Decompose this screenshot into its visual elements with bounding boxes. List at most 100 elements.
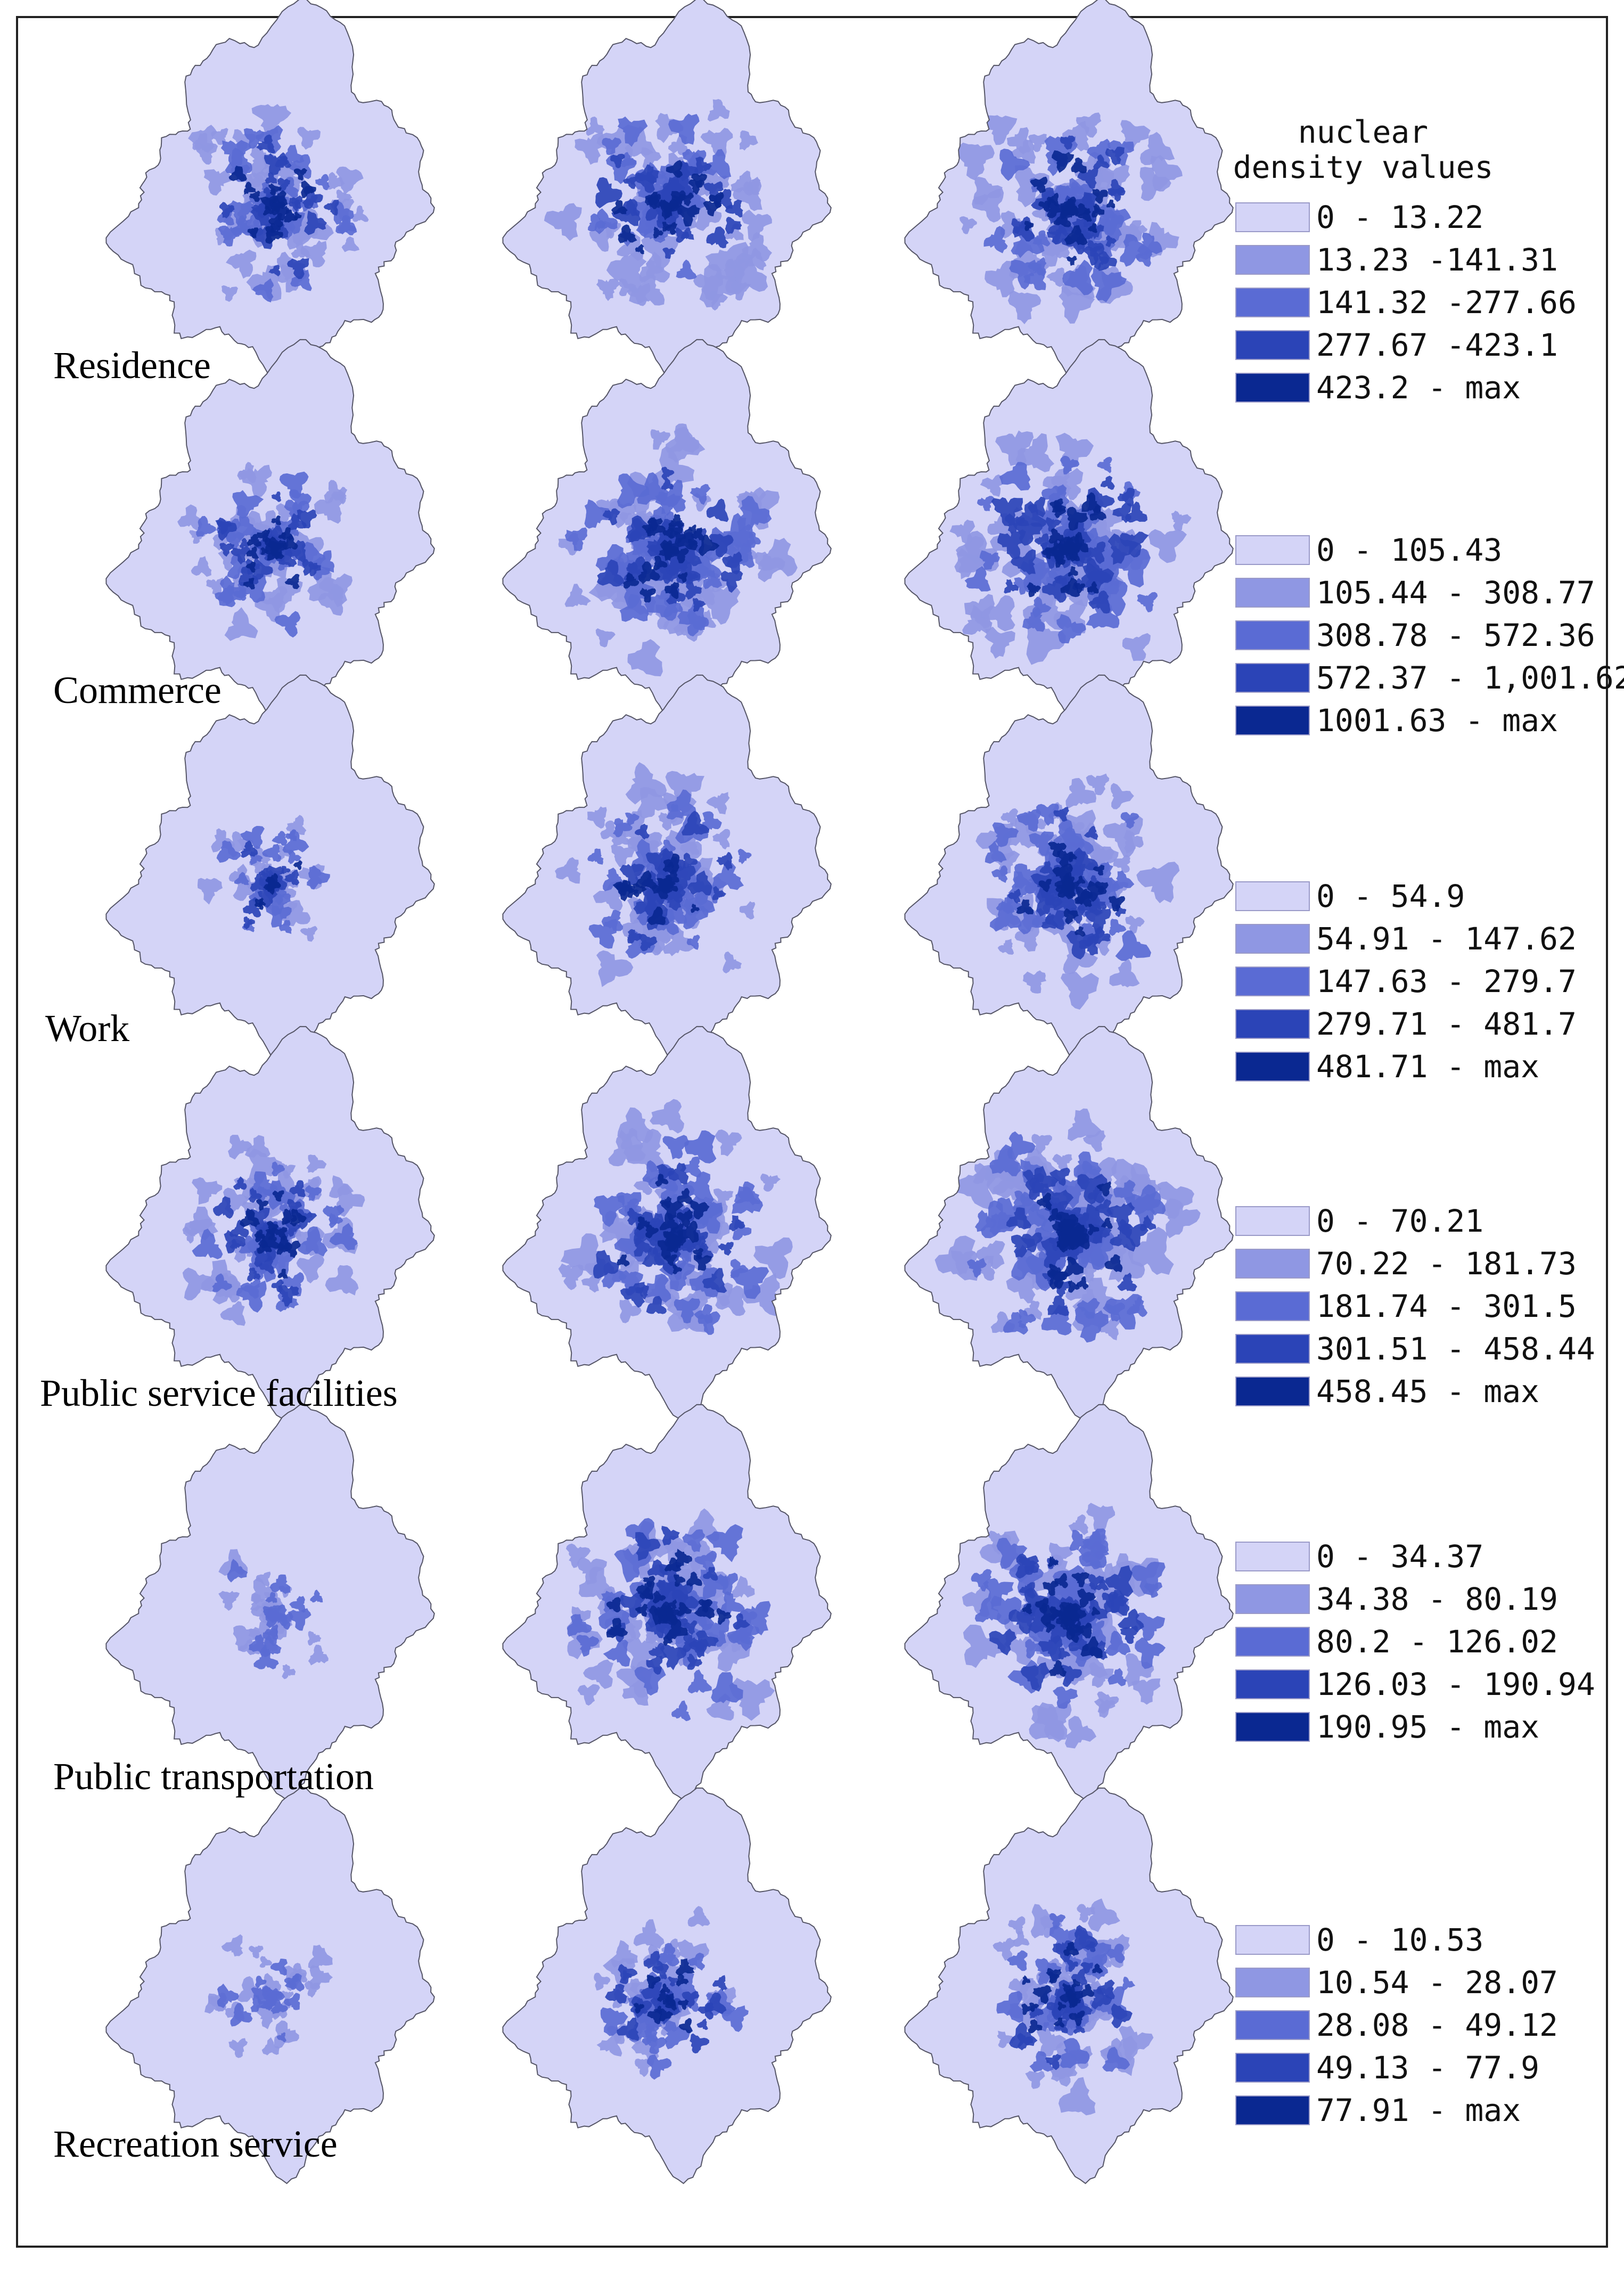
density-patch bbox=[602, 508, 620, 526]
density-patch bbox=[213, 1196, 234, 1219]
city-outline bbox=[105, 339, 435, 736]
density-patch bbox=[662, 2020, 691, 2050]
density-patch bbox=[1092, 1963, 1103, 1974]
city-outline bbox=[105, 1404, 435, 1801]
density-patch bbox=[1077, 1298, 1100, 1319]
legend-swatch bbox=[1235, 330, 1310, 360]
legend-item: 28.08 - 49.12 bbox=[1235, 2007, 1558, 2043]
density-patch bbox=[634, 2002, 644, 2014]
density-patch bbox=[278, 1285, 299, 1307]
legend-item: 126.03 - 190.94 bbox=[1235, 1666, 1595, 1702]
density-patch bbox=[726, 257, 751, 280]
density-patch bbox=[192, 1177, 223, 1205]
density-patch bbox=[663, 925, 696, 956]
density-patch bbox=[1086, 773, 1110, 796]
legend-swatch bbox=[1235, 1542, 1310, 1571]
density-patch bbox=[661, 540, 673, 553]
legend-item: 572.37 - 1,001.62 bbox=[1235, 660, 1624, 696]
density-patch bbox=[979, 550, 1000, 570]
density-patch bbox=[712, 829, 731, 850]
density-patch bbox=[1075, 926, 1086, 937]
density-patch bbox=[1051, 468, 1084, 501]
density-patch bbox=[1118, 1608, 1144, 1633]
density-patch bbox=[1087, 1224, 1100, 1235]
legend-item: 77.91 - max bbox=[1235, 2092, 1521, 2128]
density-patch bbox=[593, 880, 623, 912]
density-patch bbox=[691, 904, 700, 913]
density-patch bbox=[1071, 157, 1087, 174]
density-patch bbox=[992, 822, 1019, 847]
density-patch bbox=[352, 205, 369, 222]
density-patch bbox=[1088, 590, 1111, 614]
density-patch bbox=[1048, 1556, 1059, 1567]
density-patch bbox=[1057, 880, 1076, 898]
density-patch bbox=[261, 2037, 280, 2055]
density-patch bbox=[642, 523, 653, 535]
density-patch bbox=[288, 849, 302, 864]
density-patch bbox=[293, 860, 302, 871]
density-patch bbox=[674, 1298, 701, 1324]
legend-swatch bbox=[1235, 1377, 1310, 1406]
density-patch bbox=[971, 1569, 992, 1592]
density-patch bbox=[733, 1613, 750, 1630]
density-patch bbox=[1046, 517, 1062, 533]
density-patch bbox=[1018, 907, 1046, 935]
density-patch bbox=[700, 128, 733, 157]
density-patch bbox=[285, 829, 297, 841]
legend-item: 49.13 - 77.9 bbox=[1235, 2050, 1539, 2086]
density-patch bbox=[716, 1608, 732, 1625]
density-patch bbox=[623, 572, 639, 589]
density-patch bbox=[249, 191, 260, 202]
density-map-row5-col2 bbox=[502, 1404, 832, 1801]
density-patch bbox=[1062, 1225, 1084, 1247]
density-patch bbox=[664, 1606, 680, 1620]
density-patch bbox=[268, 265, 281, 277]
density-patch bbox=[709, 534, 734, 558]
density-patch bbox=[1036, 888, 1063, 917]
density-patch bbox=[622, 1970, 632, 1981]
density-patch bbox=[266, 1607, 278, 1619]
density-patch bbox=[287, 1199, 302, 1216]
density-patch bbox=[301, 180, 316, 199]
density-patch bbox=[653, 2005, 662, 2015]
legend-item: 277.67 -423.1 bbox=[1235, 327, 1558, 363]
density-patch bbox=[655, 113, 684, 143]
city-outline bbox=[105, 1787, 435, 2184]
density-patch bbox=[236, 1280, 267, 1313]
density-patch bbox=[264, 153, 289, 175]
density-patch bbox=[577, 1684, 600, 1706]
density-patch bbox=[177, 504, 202, 530]
density-patch bbox=[1063, 1620, 1082, 1641]
density-patch bbox=[668, 1976, 679, 1987]
density-patch bbox=[283, 1993, 300, 2010]
density-patch bbox=[293, 168, 308, 181]
density-patch bbox=[1048, 213, 1075, 237]
density-patch bbox=[555, 857, 581, 884]
density-patch bbox=[581, 1274, 601, 1293]
density-patch bbox=[262, 843, 282, 862]
density-patch bbox=[703, 1567, 718, 1581]
density-patch bbox=[1028, 496, 1046, 518]
density-patch bbox=[693, 1248, 704, 1259]
legend-label: 301.51 - 458.44 bbox=[1316, 1331, 1595, 1367]
density-patch bbox=[264, 1624, 278, 1640]
density-patch bbox=[1078, 208, 1092, 222]
legend-item: 0 - 13.22 bbox=[1235, 199, 1483, 235]
density-patch bbox=[737, 495, 772, 532]
legend-item: 141.32 -277.66 bbox=[1235, 284, 1577, 321]
density-patch bbox=[267, 1220, 279, 1234]
density-patch bbox=[1008, 1978, 1034, 2001]
density-patch bbox=[1104, 1631, 1131, 1656]
density-patch bbox=[243, 916, 255, 930]
density-patch bbox=[1036, 804, 1059, 826]
density-patch bbox=[276, 2032, 286, 2043]
legend-swatch bbox=[1235, 2095, 1310, 2125]
density-patch bbox=[288, 200, 300, 212]
density-patch bbox=[341, 236, 360, 252]
density-patch bbox=[271, 190, 288, 207]
density-patch bbox=[656, 1943, 680, 1967]
density-patch bbox=[565, 1543, 591, 1568]
density-map-row4-col2 bbox=[502, 1026, 832, 1423]
density-patch bbox=[703, 200, 721, 217]
density-patch bbox=[625, 812, 639, 826]
